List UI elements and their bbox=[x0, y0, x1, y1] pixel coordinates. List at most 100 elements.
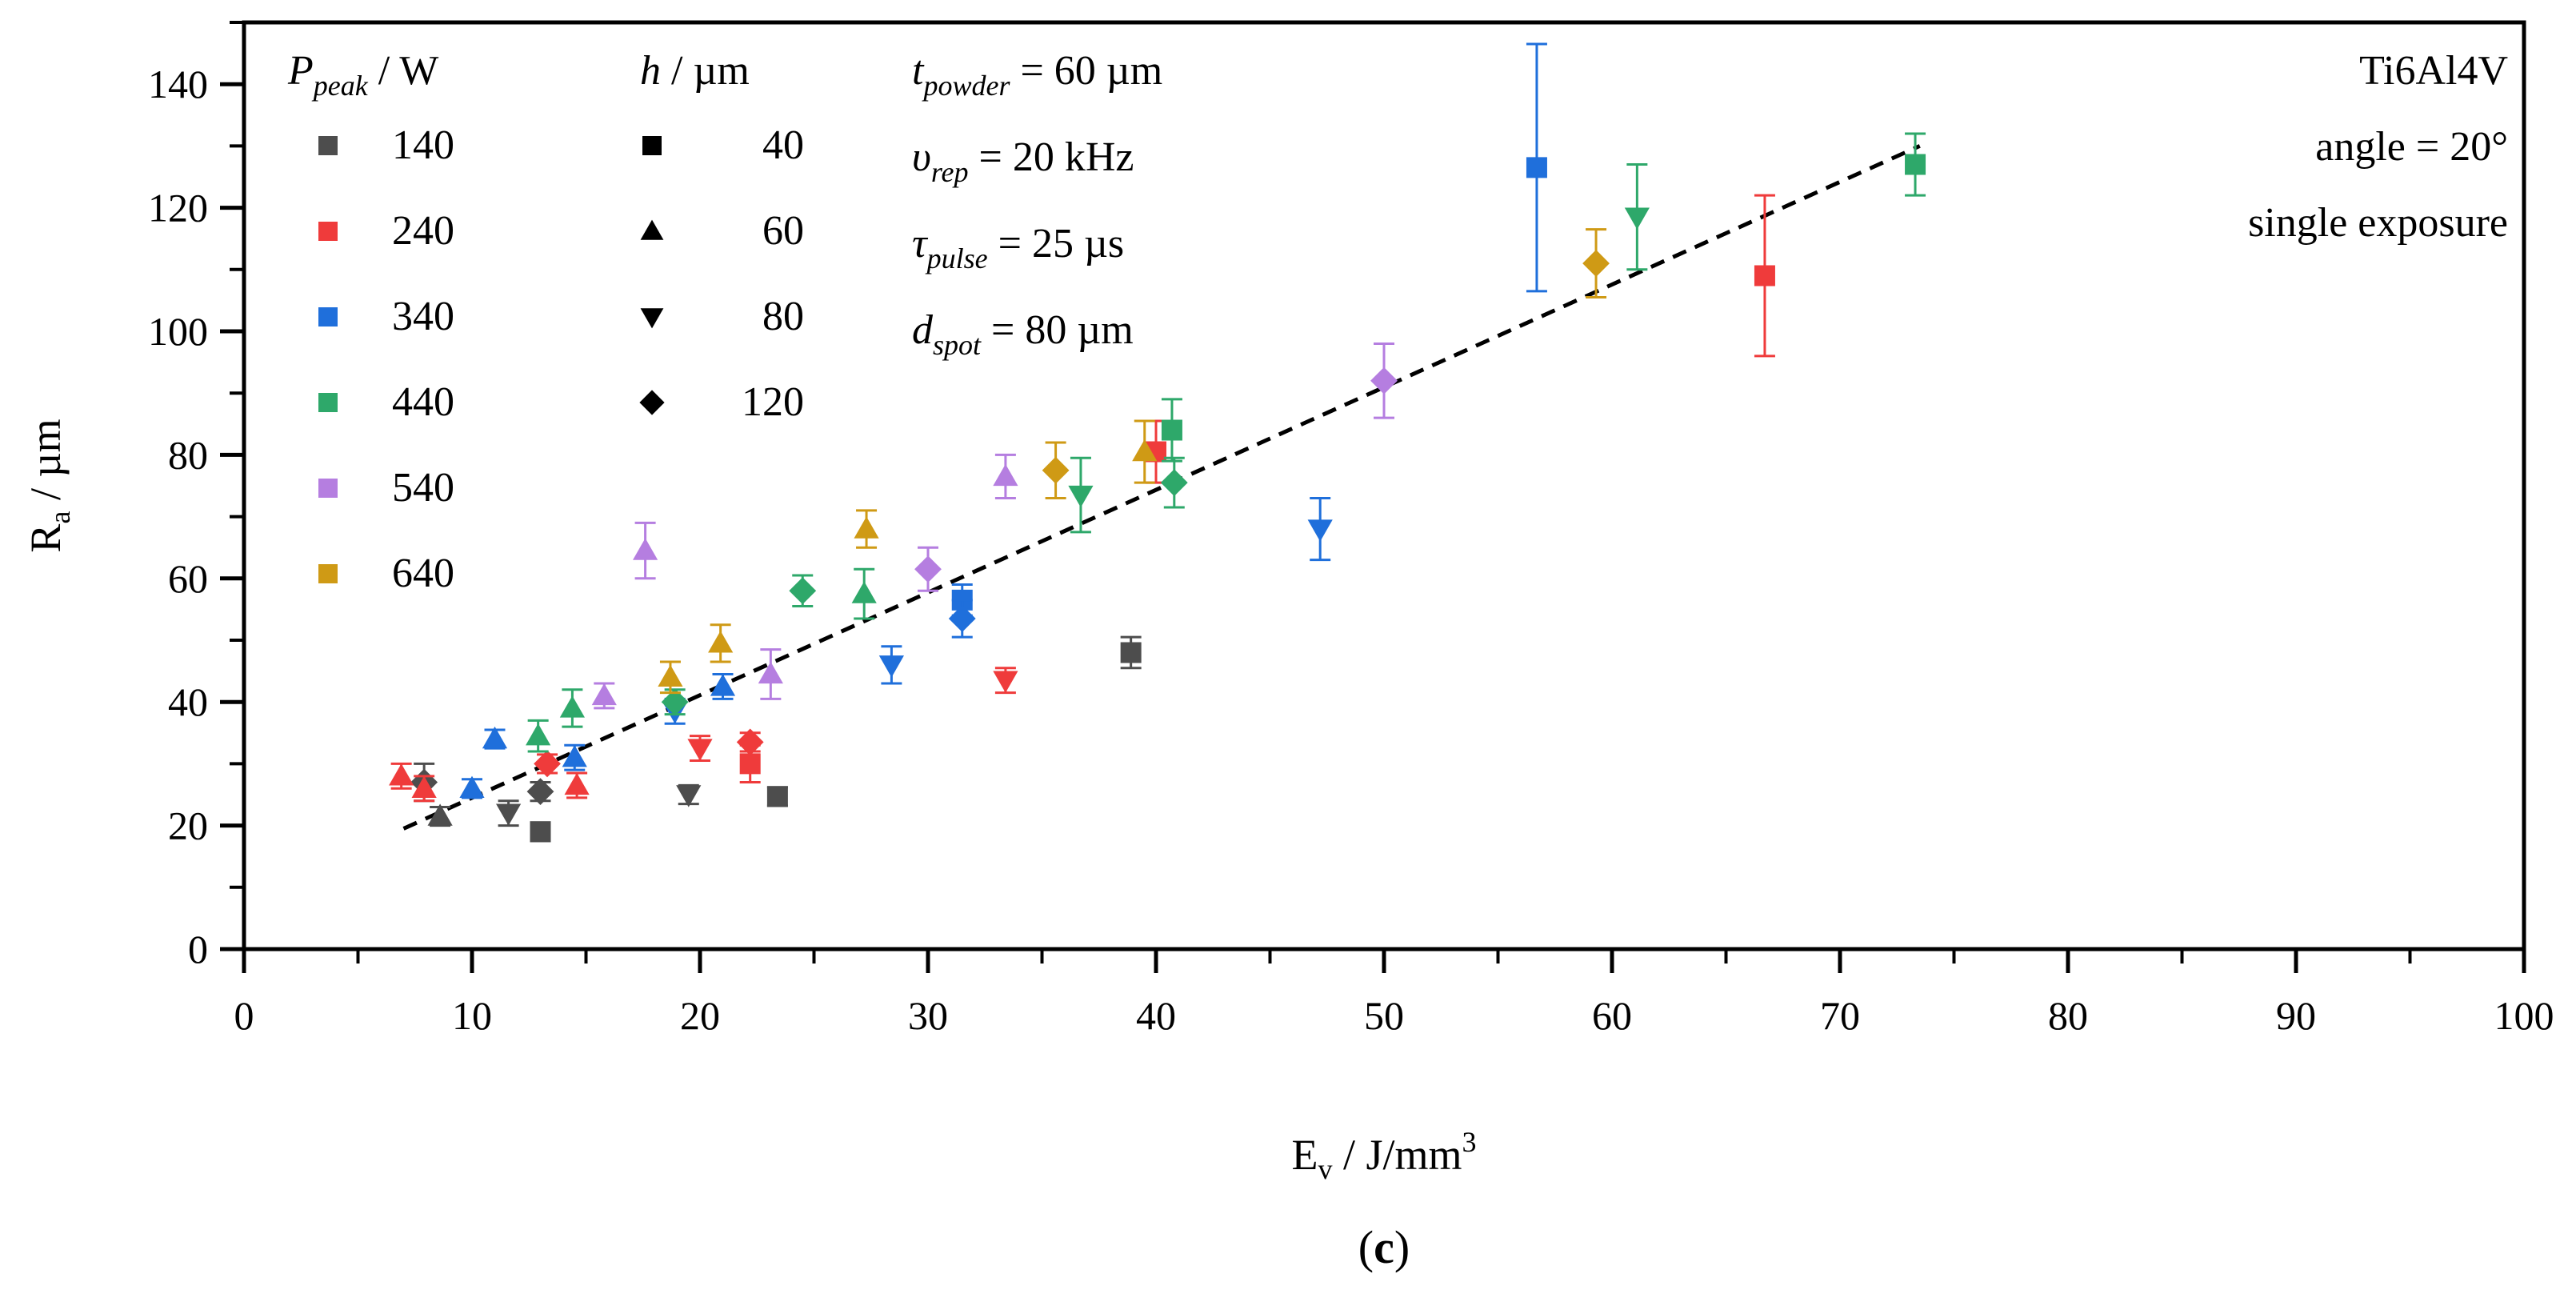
legend-power-label: 540 bbox=[392, 465, 454, 511]
parameter-spot: dspot = 80 µm bbox=[912, 307, 1134, 361]
trendline bbox=[402, 144, 1921, 831]
data-point bbox=[564, 772, 590, 795]
data-point bbox=[878, 655, 904, 678]
annotation: single exposure bbox=[2248, 200, 2508, 246]
legend-power-label: 240 bbox=[392, 208, 454, 254]
x-axis-title: Ev / J/mm3 bbox=[1291, 1126, 1476, 1185]
legend-power-swatch bbox=[318, 479, 338, 498]
x-tick-label: 90 bbox=[2276, 993, 2316, 1038]
x-tick-label: 80 bbox=[2048, 993, 2088, 1038]
axes: 0 10 20 30 40 50 60 70 80 90 100 0 20 40 60 80 100 120 140… bbox=[22, 20, 2554, 1273]
legend-power-label: 640 bbox=[392, 551, 454, 596]
legend-hatch-marker bbox=[639, 390, 665, 415]
data-point bbox=[1068, 485, 1094, 508]
data-point bbox=[526, 723, 551, 746]
data-point bbox=[758, 661, 783, 684]
data-point bbox=[708, 631, 734, 653]
y-tick-label: 0 bbox=[188, 927, 208, 972]
data-point bbox=[633, 538, 658, 560]
parameter-pulse: τpulse = 25 µs bbox=[912, 221, 1124, 274]
legend-hatch-marker bbox=[640, 219, 664, 240]
legend: Ppeak / W 140 240 340 440 540 640 h / µm 40 60 80 1… bbox=[287, 48, 804, 596]
data-point bbox=[710, 674, 736, 696]
data-point bbox=[736, 728, 764, 756]
y-tick-label: 140 bbox=[148, 62, 208, 106]
series-140 bbox=[410, 635, 1142, 843]
plot-frame bbox=[242, 20, 2526, 951]
data-point bbox=[562, 745, 587, 767]
data-point bbox=[1370, 367, 1398, 395]
legend-power-swatch bbox=[318, 393, 338, 412]
x-tick-label: 30 bbox=[908, 993, 948, 1038]
data-point bbox=[1905, 154, 1926, 175]
data-point bbox=[914, 555, 942, 583]
data-point bbox=[591, 683, 617, 706]
data-point bbox=[687, 739, 713, 761]
data-point bbox=[1624, 207, 1650, 230]
data-point bbox=[459, 775, 485, 798]
data-point bbox=[1132, 439, 1158, 462]
data-point bbox=[676, 785, 702, 807]
trendline-group bbox=[402, 144, 1921, 831]
data-point bbox=[411, 775, 437, 798]
legend-hatch-label: 120 bbox=[742, 379, 804, 425]
x-tick-label: 60 bbox=[1592, 993, 1632, 1038]
y-tick-label: 40 bbox=[168, 679, 208, 724]
annotation: angle = 20° bbox=[2315, 124, 2508, 170]
legend-hatch-marker bbox=[642, 136, 662, 155]
x-tick-label: 50 bbox=[1364, 993, 1404, 1038]
data-point bbox=[658, 664, 683, 687]
legend-power-swatch bbox=[318, 564, 338, 583]
data-point bbox=[1754, 265, 1775, 286]
data-point bbox=[1307, 519, 1333, 542]
legend-power-label: 440 bbox=[392, 379, 454, 425]
data-point bbox=[496, 803, 522, 826]
series-640 bbox=[658, 228, 1610, 695]
data-point bbox=[739, 753, 761, 775]
y-tick-label: 60 bbox=[168, 556, 208, 601]
legend-power-label: 340 bbox=[392, 294, 454, 339]
data-point bbox=[789, 577, 817, 605]
data-point bbox=[661, 688, 689, 716]
data-point bbox=[559, 695, 585, 718]
data-points bbox=[389, 42, 1926, 843]
y-tick-label: 80 bbox=[168, 432, 208, 477]
data-point bbox=[530, 821, 551, 843]
legend-power-swatch bbox=[318, 307, 338, 327]
data-point bbox=[427, 803, 453, 826]
x-tick-label: 20 bbox=[680, 993, 720, 1038]
annotation: Ti6Al4V bbox=[2359, 48, 2508, 94]
parameter-rep: υrep = 20 kHz bbox=[912, 134, 1134, 188]
x-tick-label: 100 bbox=[2494, 993, 2554, 1038]
data-point bbox=[948, 605, 976, 632]
legend-hatch-label: 60 bbox=[762, 208, 804, 254]
annotations: tpowder = 60 µm υrep = 20 kHz τpulse = 25 … bbox=[912, 48, 2508, 361]
data-point bbox=[1120, 642, 1142, 663]
data-point bbox=[993, 671, 1018, 693]
data-point bbox=[1042, 456, 1070, 484]
data-point bbox=[1161, 419, 1182, 441]
data-point bbox=[1582, 250, 1610, 277]
data-point bbox=[993, 463, 1018, 487]
legend-hatch-label: 80 bbox=[762, 294, 804, 339]
data-point bbox=[482, 726, 508, 749]
legend-hatch-label: 40 bbox=[762, 122, 804, 168]
x-tick-label: 70 bbox=[1820, 993, 1860, 1038]
series-240 bbox=[389, 194, 1775, 803]
x-tick-label: 40 bbox=[1136, 993, 1176, 1038]
legend-power-label: 140 bbox=[392, 122, 454, 168]
data-point bbox=[526, 778, 554, 806]
legend-power-swatch bbox=[318, 222, 338, 241]
data-point bbox=[851, 581, 877, 603]
data-point bbox=[854, 516, 879, 539]
x-tick-label: 10 bbox=[452, 993, 492, 1038]
parameter-powder: tpowder = 60 µm bbox=[912, 48, 1162, 102]
figure-caption: (c) bbox=[1358, 1221, 1410, 1273]
legend-hatch-marker bbox=[640, 308, 664, 329]
series-540 bbox=[591, 342, 1398, 710]
y-axis-title: Ra / µm bbox=[22, 419, 76, 552]
legend-hatch-title: h / µm bbox=[640, 48, 750, 94]
data-point bbox=[1160, 469, 1188, 497]
data-point bbox=[766, 786, 788, 807]
